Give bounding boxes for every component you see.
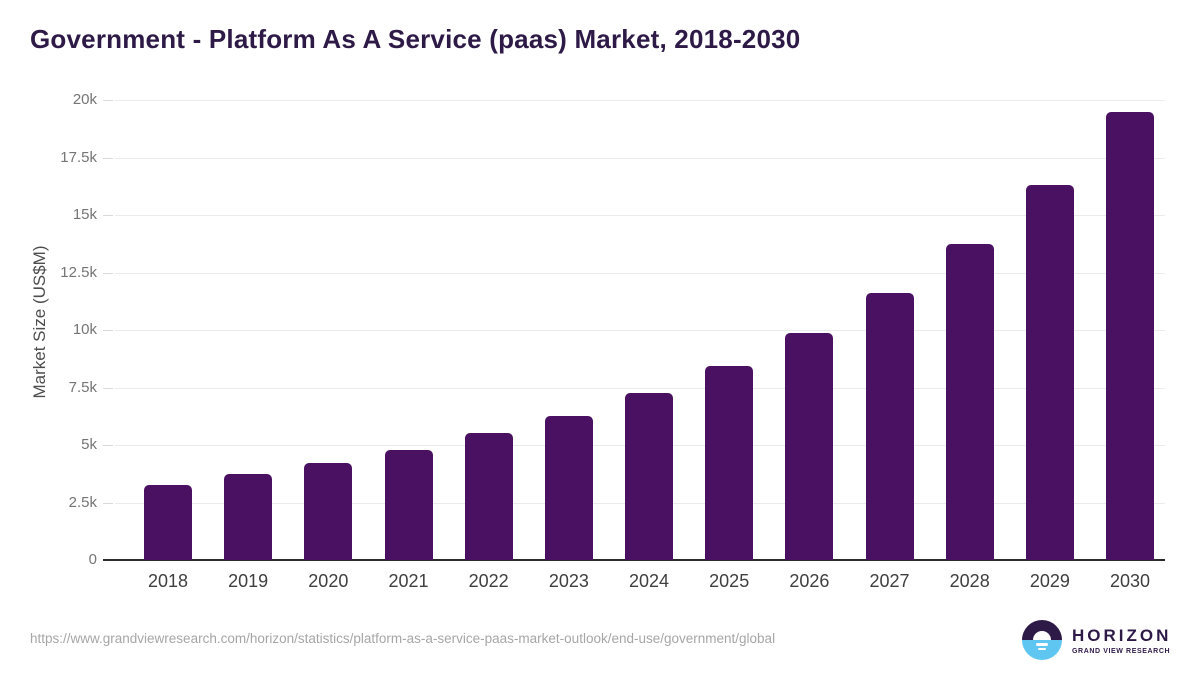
y-tick-mark: [103, 215, 113, 216]
bar-2021[interactable]: [384, 450, 433, 560]
bar-2029[interactable]: [1025, 185, 1074, 560]
horizon-sun-icon: [1022, 620, 1062, 660]
bar-2019[interactable]: [224, 474, 273, 560]
bar-chart: Market Size (US$M) 0 2.5k 5k 7.5k 10k 12.5k 15…: [30, 91, 1165, 591]
horizon-logo: HORIZON GRAND VIEW RESEARCH: [1022, 620, 1171, 660]
logo-subtitle: GRAND VIEW RESEARCH: [1072, 647, 1171, 655]
y-tick-label: 17.5k: [60, 148, 97, 166]
y-tick-label: 10k: [72, 321, 97, 338]
bar-2024[interactable]: [625, 393, 674, 560]
y-tick-mark: [103, 387, 113, 389]
x-tick-label-2021: 2021: [388, 571, 429, 591]
chart-title: Government - Platform As A Service (paas…: [30, 24, 801, 54]
gridline: [115, 387, 1165, 389]
x-tick-label-2023: 2023: [548, 571, 589, 591]
y-tick-label: 7.5k: [68, 378, 97, 396]
sun-reflection-dash: [1036, 643, 1048, 646]
y-tick-label: 0: [88, 551, 97, 568]
source-url: https://www.grandviewresearch.com/horizo…: [30, 631, 776, 646]
bar-2028[interactable]: [945, 243, 994, 560]
y-tick-mark: [103, 272, 113, 274]
sun-dome-shape: [1033, 631, 1051, 640]
gridline: [115, 100, 1165, 101]
bar-2027[interactable]: [865, 293, 914, 560]
bar-2020[interactable]: [304, 463, 353, 560]
logo-wordmark: HORIZON: [1072, 625, 1172, 645]
x-tick-label-2022: 2022: [468, 571, 509, 591]
logo-text: HORIZON GRAND VIEW RESEARCH: [1072, 626, 1171, 655]
x-tick-label-2018: 2018: [147, 571, 189, 591]
x-tick-label-2020: 2020: [308, 571, 349, 591]
gridline: [115, 215, 1165, 216]
y-tick-mark: [103, 502, 113, 504]
y-tick-mark: [103, 330, 113, 331]
gridline: [115, 330, 1165, 331]
y-tick-label: 20k: [72, 91, 97, 108]
bar-2018[interactable]: [144, 484, 192, 560]
bar-2026[interactable]: [785, 332, 834, 560]
x-tick-label-2027: 2027: [869, 571, 910, 591]
y-tick-label: 2.5k: [68, 493, 97, 511]
y-tick-mark: [103, 445, 113, 446]
gridline: [115, 272, 1165, 274]
y-tick-mark: [103, 157, 113, 159]
y-tick-label: 15k: [72, 206, 97, 223]
bar-2023[interactable]: [544, 415, 593, 560]
x-tick-label-2028: 2028: [949, 571, 990, 591]
sun-reflection-dash: [1038, 648, 1046, 650]
bar-2025[interactable]: [705, 366, 754, 560]
x-tick-label-2029: 2029: [1029, 571, 1070, 591]
x-tick-label-2024: 2024: [628, 571, 670, 591]
x-tick-label-2025: 2025: [709, 571, 750, 591]
y-tick-mark: [103, 100, 113, 101]
bar-2030[interactable]: [1106, 111, 1155, 560]
x-axis-line: [103, 559, 1165, 561]
y-tick-label: 5k: [81, 436, 97, 453]
bar-2022[interactable]: [464, 433, 513, 560]
gridline: [115, 157, 1165, 159]
x-tick-label-2026: 2026: [789, 571, 830, 591]
x-tick-label-2030: 2030: [1110, 571, 1151, 591]
y-tick-label: 12.5k: [60, 263, 97, 281]
x-tick-label-2019: 2019: [228, 571, 269, 591]
